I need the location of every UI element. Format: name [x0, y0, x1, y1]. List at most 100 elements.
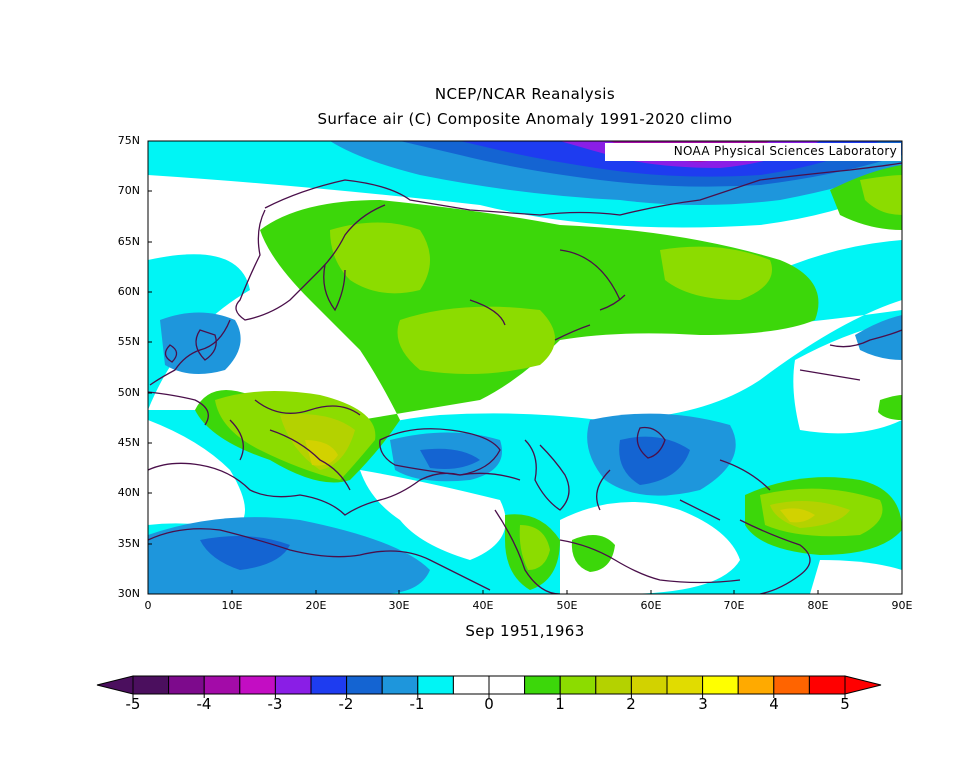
lat-label: 65N [117, 235, 140, 248]
colorbar-label: -1 [409, 695, 425, 713]
colorbar-swatch [808, 675, 846, 695]
fill-yellow-balkans [305, 440, 338, 466]
scandinavia-coast-line [235, 204, 386, 321]
colorbar-swatch [702, 675, 739, 695]
colorbar-swatch [666, 675, 704, 695]
lon-label: 80E [807, 599, 829, 612]
lat-label: 30N [117, 587, 140, 600]
colorbar-swatch [381, 675, 419, 695]
colorbar-boxes [132, 675, 846, 695]
lat-label: 40N [117, 486, 140, 499]
lon-label: 90E [891, 599, 913, 612]
colorbar-swatch [559, 675, 597, 695]
colorbar-over-arrow [844, 675, 882, 695]
contour-fills [148, 141, 902, 594]
black-sea-coast-line [379, 428, 501, 476]
colorbar-label: -3 [267, 695, 283, 713]
colorbar-ticks [132, 694, 846, 698]
colorbar-swatch [417, 675, 454, 695]
colorbar-swatch [630, 675, 668, 695]
aral-coast-line [636, 426, 666, 459]
india-north-line [739, 519, 811, 594]
colorbar-swatch [595, 675, 632, 695]
map-border [147, 140, 903, 595]
fill-blue-northsea [160, 312, 241, 374]
colorbar-swatch [488, 675, 526, 695]
fill-dblue-aral [619, 436, 690, 485]
colorbar-label: -5 [125, 695, 141, 713]
map-title: NCEP/NCAR Reanalysis [434, 85, 616, 103]
time-caption: Sep 1951,1963 [465, 622, 585, 640]
fill-white-west [148, 420, 245, 530]
colorbar-label: 2 [626, 695, 636, 713]
fill-lgreen-arabia [519, 525, 550, 570]
colorbar-swatch [203, 675, 241, 695]
western-europe-coast-line [148, 319, 231, 426]
colorbar-label: 1 [555, 695, 565, 713]
central-asia-border-line [596, 459, 771, 521]
fill-lgreen-urals [660, 246, 772, 300]
fill-dblue-med [200, 536, 290, 570]
fill-dblue-blacksea [420, 448, 480, 469]
colorbar [96, 675, 882, 698]
lon-ticks [147, 590, 903, 594]
lat-label: 75N [117, 134, 140, 147]
fill-lgreen-scandinavia [330, 222, 430, 294]
fill-lgreen-siberia [860, 175, 902, 215]
europe-border-line [229, 399, 361, 491]
fill-lgreen-russia [397, 306, 555, 374]
colorbar-swatch [239, 675, 276, 695]
lat-label: 45N [117, 436, 140, 449]
map-frame [147, 140, 903, 595]
lon-label: 20E [305, 599, 327, 612]
colorbar-swatch [737, 675, 775, 695]
lon-label: 0 [144, 599, 152, 612]
russia-river-line [469, 249, 626, 341]
colorbar-swatch [452, 675, 490, 695]
fill-blue-med [148, 517, 430, 594]
arctic-coast-line [264, 162, 902, 216]
lon-label: 70E [723, 599, 745, 612]
britain-coast-line [195, 329, 217, 361]
fill-green-mongolia [878, 395, 902, 420]
colorbar-label: 3 [698, 695, 708, 713]
fill-white-anatolia [360, 470, 506, 560]
colorbar-label: 4 [769, 695, 779, 713]
ireland-coast-line [164, 344, 178, 363]
bothnia-coast-line [323, 264, 346, 312]
lon-label: 30E [388, 599, 410, 612]
map-subtitle: Surface air (C) Composite Anomaly 1991-2… [317, 110, 733, 128]
lat-label: 60N [117, 285, 140, 298]
lon-label: 10E [221, 599, 243, 612]
colorbar-swatch [168, 675, 205, 695]
colorbar-label: -4 [196, 695, 212, 713]
colorbar-label: 0 [484, 695, 494, 713]
fill-white-iran [560, 502, 740, 594]
colorbar-swatch [310, 675, 348, 695]
colorbar-swatch [524, 675, 561, 695]
fill-white-india [810, 560, 902, 594]
colorbar-swatch [346, 675, 383, 695]
lat-label: 50N [117, 386, 140, 399]
coastlines [148, 162, 902, 594]
lon-label: 40E [472, 599, 494, 612]
colorbar-label: 5 [840, 695, 850, 713]
caspian-coast-line [524, 439, 570, 511]
lon-label: 60E [640, 599, 662, 612]
fill-yellow-tibet [780, 508, 815, 523]
lat-label: 35N [117, 537, 140, 550]
lon-label: 50E [556, 599, 578, 612]
lat-label: 55N [117, 335, 140, 348]
lat-label: 70N [117, 184, 140, 197]
colorbar-swatch [132, 675, 170, 695]
colorbar-under-arrow [96, 675, 134, 695]
colorbar-swatch [274, 675, 312, 695]
lat-ticks [148, 140, 152, 595]
colorbar-label: -2 [338, 695, 354, 713]
north-africa-coast-line [148, 528, 491, 591]
red-sea-gulf-coast-line [494, 509, 741, 594]
fill-green-gulf [571, 535, 615, 572]
colorbar-swatch [773, 675, 810, 695]
credit-label: NOAA Physical Sciences Laboratory [605, 143, 901, 161]
